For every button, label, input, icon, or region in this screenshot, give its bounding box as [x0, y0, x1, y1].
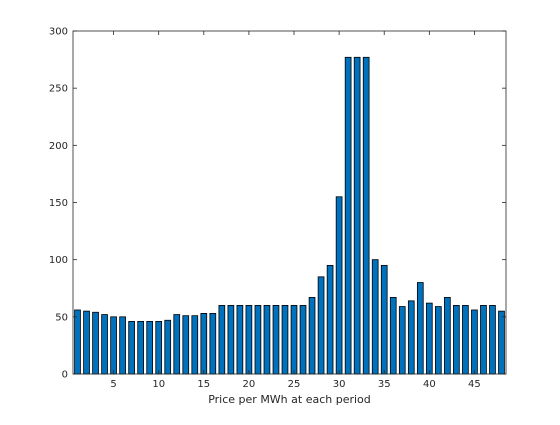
bar: [380, 264, 388, 375]
x-axis-label: Price per MWh at each period: [208, 393, 371, 406]
bar: [398, 306, 406, 375]
bar: [425, 302, 433, 375]
bar: [453, 304, 460, 375]
bar: [110, 316, 117, 375]
bar: [281, 304, 289, 375]
x-tick-label: 30: [333, 379, 346, 390]
x-tick-label: 40: [423, 379, 436, 390]
y-tick-label: 150: [49, 198, 68, 209]
bar: [344, 56, 352, 375]
bar: [389, 296, 397, 375]
bar: [155, 321, 163, 375]
bar: [290, 304, 298, 375]
bar: [362, 56, 370, 375]
x-tick-label: 15: [197, 379, 210, 390]
bar: [462, 304, 469, 375]
bar: [263, 304, 271, 375]
y-tick-label: 50: [55, 312, 68, 323]
x-tick-label: 25: [288, 379, 301, 390]
x-tick-label: 20: [243, 379, 256, 390]
bar: [326, 264, 334, 375]
y-tick-label: 250: [49, 84, 68, 95]
bar: [191, 315, 199, 375]
bar: [92, 311, 99, 375]
bar: [371, 259, 379, 375]
bar: [480, 304, 487, 375]
bar: [128, 321, 135, 375]
bar: [353, 56, 361, 375]
bar: [471, 309, 478, 375]
bar: [245, 304, 253, 375]
y-tick-label: 200: [49, 141, 68, 152]
bar: [416, 282, 424, 375]
bar: [182, 315, 190, 375]
bar: [407, 300, 415, 375]
bar: [272, 304, 280, 375]
bar: [218, 304, 226, 375]
x-tick-label: 5: [110, 379, 116, 390]
bar: [101, 314, 108, 375]
bar: [444, 296, 451, 375]
bar: [335, 196, 343, 375]
bar: [236, 304, 244, 375]
bar: [164, 319, 172, 375]
bar: [209, 312, 217, 375]
bar: [227, 304, 235, 375]
bar: [498, 310, 505, 375]
bar: [317, 276, 325, 375]
x-tick-label: 35: [378, 379, 391, 390]
y-tick-label: 300: [49, 27, 68, 38]
plot-area: [73, 31, 506, 374]
bar: [173, 314, 181, 375]
bar: [83, 310, 90, 375]
bar: [254, 304, 262, 375]
x-tick-label: 45: [468, 379, 481, 390]
bar: [435, 306, 442, 375]
bar: [74, 309, 81, 375]
x-tick-label: 10: [152, 379, 165, 390]
bar: [200, 312, 208, 375]
bar: [308, 296, 316, 375]
y-tick-label: 100: [49, 255, 68, 266]
axes-group: 5 10 15 20 25 30 35 40 45 0 50 100 150 200 250 300: [49, 27, 507, 390]
bar: [119, 316, 126, 375]
bar: [489, 304, 496, 375]
bar: [137, 321, 144, 375]
bar: [299, 304, 307, 375]
bar: [146, 321, 154, 375]
y-tick-label: 0: [62, 370, 68, 381]
